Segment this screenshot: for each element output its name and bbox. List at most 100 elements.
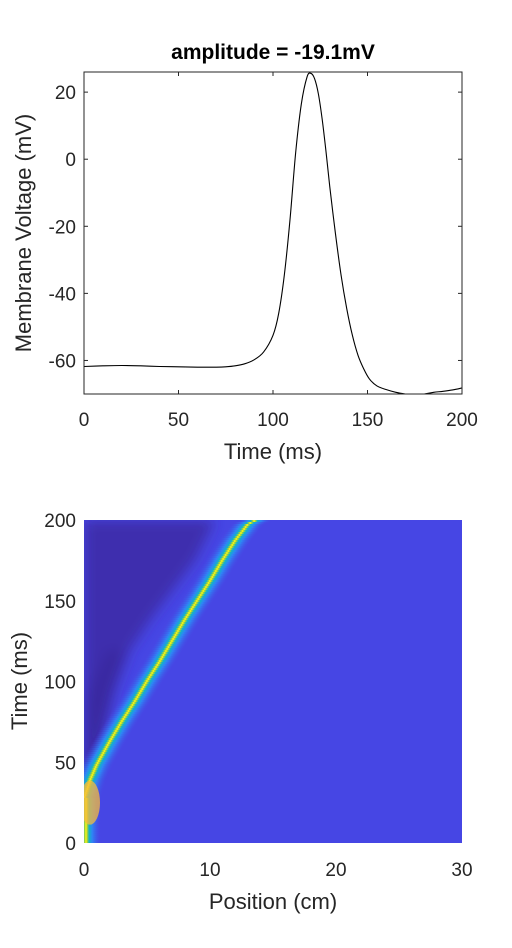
ridge-segment — [187, 588, 222, 591]
ridge-segment — [191, 582, 226, 585]
ridge-segment — [117, 700, 152, 703]
x-tick-label: 0 — [79, 410, 90, 431]
ridge-segment — [139, 666, 174, 669]
ridge-segment — [213, 546, 248, 549]
plot-area — [84, 72, 462, 394]
ridge-segment — [88, 748, 123, 751]
ridge-segment — [185, 592, 220, 595]
ridge-segment — [136, 670, 171, 673]
ridge-segment — [127, 684, 162, 687]
ridge-segment — [165, 622, 200, 625]
ridge-segment — [84, 828, 102, 831]
y-tick-label: -40 — [49, 284, 76, 305]
stimulus-blob — [84, 780, 100, 825]
ridge-segment — [84, 778, 108, 781]
ridge-segment — [122, 692, 157, 695]
ridge-segment — [151, 646, 186, 649]
ridge-segment — [84, 824, 102, 827]
ridge-segment — [84, 758, 117, 761]
ridge-segment — [212, 548, 247, 551]
y-tick-label: -60 — [49, 351, 76, 372]
ridge-segment — [84, 838, 102, 841]
ridge-segment — [84, 826, 102, 829]
x-tick-label: 0 — [79, 860, 90, 881]
ridge-segment — [237, 520, 272, 523]
ridge-segment — [112, 708, 147, 711]
ridge-segment — [84, 832, 102, 835]
ridge-segment — [133, 674, 168, 677]
y-tick-label: 50 — [55, 753, 76, 774]
y-axis-label: Membrane Voltage (mV) — [11, 114, 36, 352]
ridge-segment — [222, 534, 257, 537]
ridge-segment — [177, 604, 212, 607]
ridge-segment — [97, 732, 132, 735]
ridge-segment — [156, 638, 191, 641]
ridge-segment — [160, 630, 195, 633]
ridge-segment — [217, 540, 252, 543]
x-tick-label: 150 — [352, 410, 384, 431]
ridge-segment — [144, 658, 179, 661]
ridge-segment — [181, 598, 216, 601]
x-tick-label: 100 — [257, 410, 289, 431]
ridge-segment — [206, 558, 241, 561]
ridge-segment — [98, 730, 133, 733]
ridge-segment — [219, 538, 254, 541]
ridge-segment — [115, 704, 150, 707]
ridge-segment — [230, 524, 265, 527]
ridge-segment — [145, 656, 180, 659]
ridge-segment — [84, 756, 118, 759]
ridge-segment — [84, 842, 102, 843]
ridge-segment — [121, 694, 156, 697]
y-tick-label: -20 — [49, 217, 76, 238]
ridge-segment — [89, 746, 124, 749]
ridge-segment — [116, 702, 151, 705]
ridge-segment — [154, 640, 189, 643]
ridge-segment — [142, 660, 177, 663]
ridge-segment — [84, 764, 114, 767]
voltage-trace-line — [84, 72, 462, 394]
ridge-segment — [169, 616, 204, 619]
ridge-segment — [153, 642, 188, 645]
ridge-segment — [225, 530, 260, 533]
ridge-segment — [204, 560, 239, 563]
ridge-segment — [119, 698, 154, 701]
ridge-segment — [179, 600, 214, 603]
ridge-segment — [92, 740, 127, 743]
ridge-segment — [100, 728, 135, 731]
ridge-segment — [129, 680, 164, 683]
ridge-segment — [174, 608, 209, 611]
ridge-segment — [158, 634, 193, 637]
ridge-segment — [190, 584, 225, 587]
ridge-segment — [90, 744, 125, 747]
ridge-segment — [216, 542, 251, 545]
ridge-segment — [85, 754, 120, 757]
y-axis-label: Time (ms) — [7, 632, 32, 730]
ridge-segment — [84, 772, 111, 775]
ridge-segment — [84, 834, 102, 837]
x-tick-label: 30 — [451, 860, 472, 881]
ridge-segment — [114, 706, 149, 709]
ridge-segment — [87, 750, 122, 753]
ridge-segment — [86, 752, 121, 755]
ridge-segment — [123, 690, 158, 693]
ridge-segment — [209, 552, 244, 555]
ridge-segment — [197, 572, 232, 575]
ridge-segment — [173, 610, 208, 613]
ridge-segment — [175, 606, 210, 609]
heatmap-area — [84, 520, 462, 843]
axes-box — [83, 71, 463, 395]
ridge-segment — [192, 580, 227, 583]
ridge-segment — [196, 574, 231, 577]
hyperpolarized-region — [84, 520, 215, 790]
ridge-segment — [126, 686, 161, 689]
ridge-segment — [215, 544, 250, 547]
ridge-segment — [203, 562, 238, 565]
ridge-segment — [163, 626, 198, 629]
ridge-segment — [208, 554, 243, 557]
ridge-segment — [104, 720, 139, 723]
x-axis-label: Position (cm) — [209, 889, 337, 914]
ridge-segment — [148, 650, 183, 653]
ridge-segment — [107, 716, 142, 719]
ridge-segment — [201, 566, 236, 569]
